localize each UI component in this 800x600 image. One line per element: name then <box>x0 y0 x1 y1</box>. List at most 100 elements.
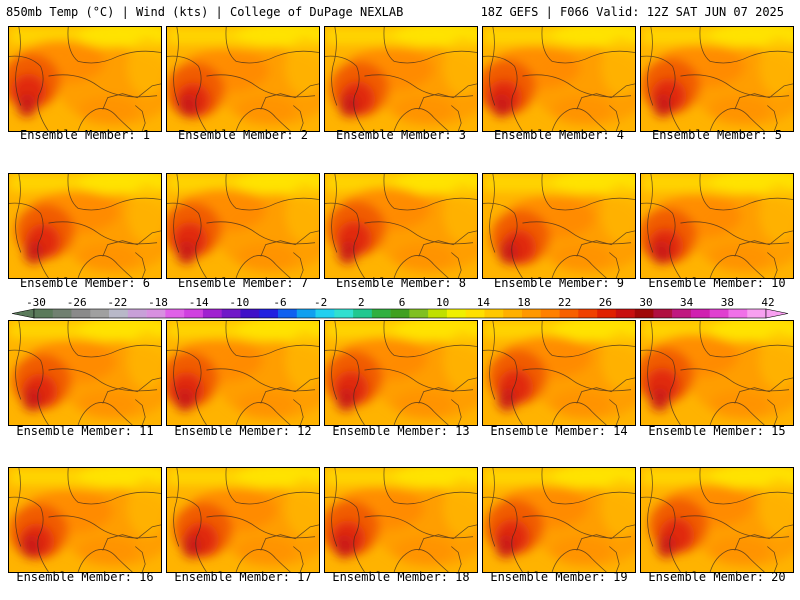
colorbar-segment <box>465 309 485 318</box>
member-map-20 <box>640 467 794 573</box>
colorbar-right-arrow <box>765 308 789 319</box>
colorbar-segment <box>597 309 617 318</box>
run-valid-time: 18Z GEFS | F066 Valid: 12Z SAT JUN 07 20… <box>480 5 784 19</box>
colorbar-scale <box>11 308 789 319</box>
product-title: 850mb Temp (°C) | Wind (kts) | College o… <box>6 5 404 19</box>
member-caption-3: Ensemble Member: 3 <box>335 128 467 142</box>
colorbar-segment <box>165 309 185 318</box>
member-map-14 <box>482 320 636 426</box>
colorbar-segment <box>709 309 729 318</box>
colorbar-segment <box>371 309 391 318</box>
colorbar-tick-label: 10 <box>436 296 450 309</box>
colorbar-segment <box>109 309 129 318</box>
member-map-8 <box>324 173 478 279</box>
colorbar-tick-label: 30 <box>639 296 653 309</box>
colorbar-segment <box>503 309 523 318</box>
member-map-17 <box>166 467 320 573</box>
colorbar-segment <box>202 309 222 318</box>
colorbar-tick-label: 18 <box>517 296 531 309</box>
colorbar-segment <box>296 309 316 318</box>
colorbar-tick-label: 14 <box>476 296 490 309</box>
member-caption-7: Ensemble Member: 7 <box>177 276 309 290</box>
member-caption-12: Ensemble Member: 12 <box>174 424 312 438</box>
member-map-19 <box>482 467 636 573</box>
colorbar-segment <box>747 309 767 318</box>
member-map-9 <box>482 173 636 279</box>
member-caption-9: Ensemble Member: 9 <box>493 276 625 290</box>
member-map-13 <box>324 320 478 426</box>
member-caption-18: Ensemble Member: 18 <box>332 570 470 584</box>
member-map-5 <box>640 26 794 132</box>
colorbar-segment <box>221 309 241 318</box>
member-caption-17: Ensemble Member: 17 <box>174 570 312 584</box>
colorbar-segment <box>334 309 354 318</box>
colorbar-tick-label: 38 <box>720 296 734 309</box>
member-caption-1: Ensemble Member: 1 <box>19 128 151 142</box>
colorbar-tick-label: 6 <box>398 296 406 309</box>
colorbar-segment <box>446 309 466 318</box>
member-map-15 <box>640 320 794 426</box>
colorbar-tick-label: -6 <box>273 296 287 309</box>
colorbar-segment <box>90 309 110 318</box>
member-caption-10: Ensemble Member: 10 <box>648 276 786 290</box>
colorbar-segment <box>409 309 429 318</box>
colorbar-segment <box>353 309 373 318</box>
member-map-4 <box>482 26 636 132</box>
colorbar-tick-label: -30 <box>26 296 46 309</box>
colorbar-segment <box>390 309 410 318</box>
colorbar-segment <box>484 309 504 318</box>
colorbar-segment <box>653 309 673 318</box>
colorbar-segment <box>690 309 710 318</box>
colorbar-segment <box>540 309 560 318</box>
colorbar-tick-label: -22 <box>107 296 128 309</box>
colorbar-tick-label: 22 <box>558 296 572 309</box>
member-caption-8: Ensemble Member: 8 <box>335 276 467 290</box>
colorbar-segment <box>184 309 204 318</box>
header: 850mb Temp (°C) | Wind (kts) | College o… <box>6 5 794 21</box>
member-caption-4: Ensemble Member: 4 <box>493 128 625 142</box>
member-caption-16: Ensemble Member: 16 <box>16 570 154 584</box>
member-map-16 <box>8 467 162 573</box>
colorbar-tick-label: -10 <box>229 296 250 309</box>
colorbar-tick-label: -2 <box>314 296 328 309</box>
colorbar-segment <box>728 309 748 318</box>
colorbar-segment <box>240 309 260 318</box>
colorbar-segment <box>615 309 635 318</box>
colorbar-segment <box>578 309 598 318</box>
member-caption-2: Ensemble Member: 2 <box>177 128 309 142</box>
colorbar-segment <box>259 309 279 318</box>
member-caption-15: Ensemble Member: 15 <box>648 424 786 438</box>
member-map-11 <box>8 320 162 426</box>
member-map-10 <box>640 173 794 279</box>
colorbar-segment <box>559 309 579 318</box>
member-caption-6: Ensemble Member: 6 <box>19 276 151 290</box>
colorbar-labels: -30 -26 -22 -18 -14 -10 -6 -2 2 6 10 14 18 22 26 30 34 38… <box>6 297 792 308</box>
colorbar-tick-label: -14 <box>188 296 209 309</box>
member-caption-19: Ensemble Member: 19 <box>490 570 628 584</box>
member-caption-20: Ensemble Member: 20 <box>648 570 786 584</box>
colorbar-segment <box>315 309 335 318</box>
colorbar-segment <box>34 309 54 318</box>
colorbar: -30 -26 -22 -18 -14 -10 -6 -2 2 6 10 14 18 22 26 30 34 38… <box>6 297 792 319</box>
colorbar-tick-label: 42 <box>761 296 775 309</box>
member-caption-11: Ensemble Member: 11 <box>16 424 154 438</box>
colorbar-segment <box>52 309 72 318</box>
colorbar-segment <box>71 309 91 318</box>
member-map-2 <box>166 26 320 132</box>
colorbar-segment <box>634 309 654 318</box>
colorbar-tick-label: 34 <box>680 296 694 309</box>
colorbar-left-arrow <box>11 308 35 319</box>
colorbar-segment <box>522 309 542 318</box>
colorbar-tick-label: 2 <box>358 296 365 309</box>
member-caption-5: Ensemble Member: 5 <box>651 128 783 142</box>
colorbar-tick-label: 26 <box>598 296 612 309</box>
colorbar-segment <box>278 309 298 318</box>
colorbar-tick-label: -26 <box>66 296 87 309</box>
colorbar-segment <box>127 309 147 318</box>
colorbar-tick-label: -18 <box>148 296 168 309</box>
member-map-3 <box>324 26 478 132</box>
colorbar-segment <box>146 309 166 318</box>
member-caption-14: Ensemble Member: 14 <box>490 424 628 438</box>
member-map-18 <box>324 467 478 573</box>
colorbar-segment <box>428 309 448 318</box>
